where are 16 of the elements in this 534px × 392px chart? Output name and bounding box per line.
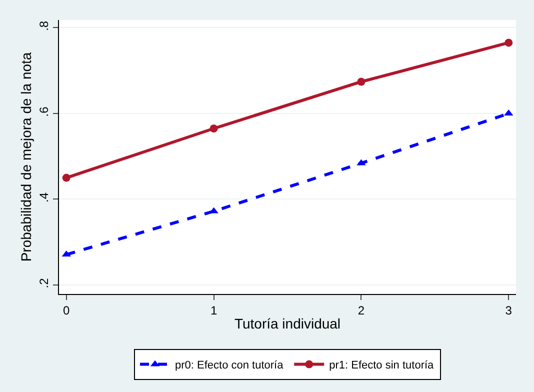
legend-label: pr0: Efecto con tutoría (175, 360, 284, 372)
point (357, 78, 366, 86)
y-tick-label: .8 (37, 20, 52, 31)
legend-label: pr1: Efecto sin tutoría (329, 360, 435, 372)
y-tick-label: .6 (37, 106, 52, 117)
x-tick-label: 2 (358, 303, 365, 318)
point (210, 124, 218, 132)
x-tick-label: 3 (505, 303, 512, 318)
y-tick-label: .2 (37, 278, 52, 288)
x-axis-title: Tutoría individual (234, 316, 341, 332)
x-tick-label: 0 (63, 303, 70, 318)
point (62, 174, 70, 182)
x-tick-label: 1 (210, 303, 218, 318)
y-axis-title: Probabilidad de mejora de la nota (18, 52, 34, 262)
y-tick-label: .4 (37, 192, 52, 202)
point (504, 38, 513, 47)
